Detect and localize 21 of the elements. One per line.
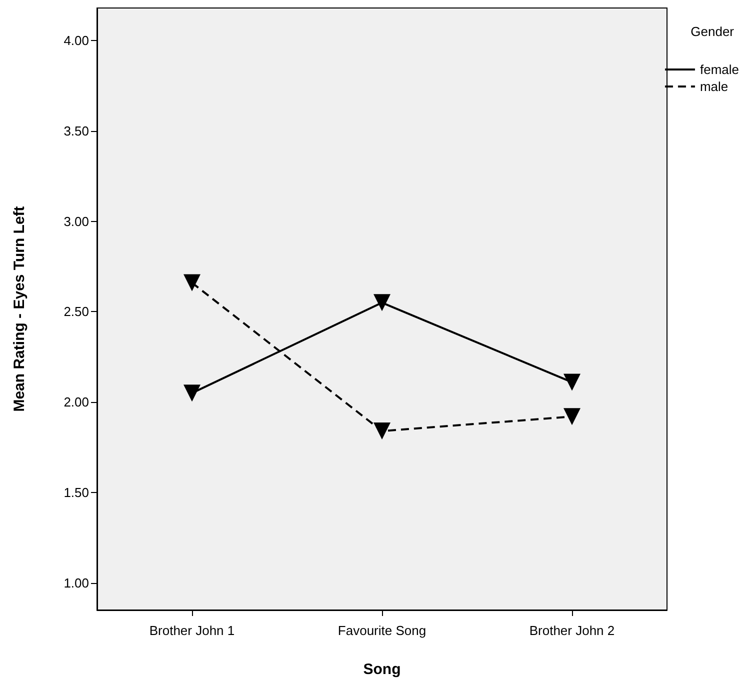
point [564, 408, 580, 426]
legend-label: male [700, 79, 728, 94]
point [184, 384, 200, 402]
y-tick-label: 2.00 [64, 394, 89, 410]
x-tick-label: Favourite Song [338, 623, 426, 638]
x-tick-label: Brother John 1 [149, 623, 235, 638]
x-tick-label: Brother John 2 [529, 623, 615, 638]
point [184, 274, 200, 292]
y-axis-title: Mean Rating - Eyes Turn Left [11, 206, 28, 412]
y-tick-label: 1.50 [64, 484, 89, 500]
point [374, 294, 390, 312]
legend-title: Gender [690, 24, 735, 39]
x-axis-title: Song [363, 661, 401, 678]
point [374, 422, 390, 440]
y-tick-label: 2.50 [64, 304, 89, 320]
y-tick-label: 1.00 [64, 575, 89, 590]
legend-label: female [700, 62, 740, 77]
y-tick-label: 3.50 [64, 123, 89, 138]
y-tick-label: 4.00 [64, 33, 89, 48]
y-tick-label: 3.00 [64, 214, 89, 229]
point [564, 374, 580, 391]
